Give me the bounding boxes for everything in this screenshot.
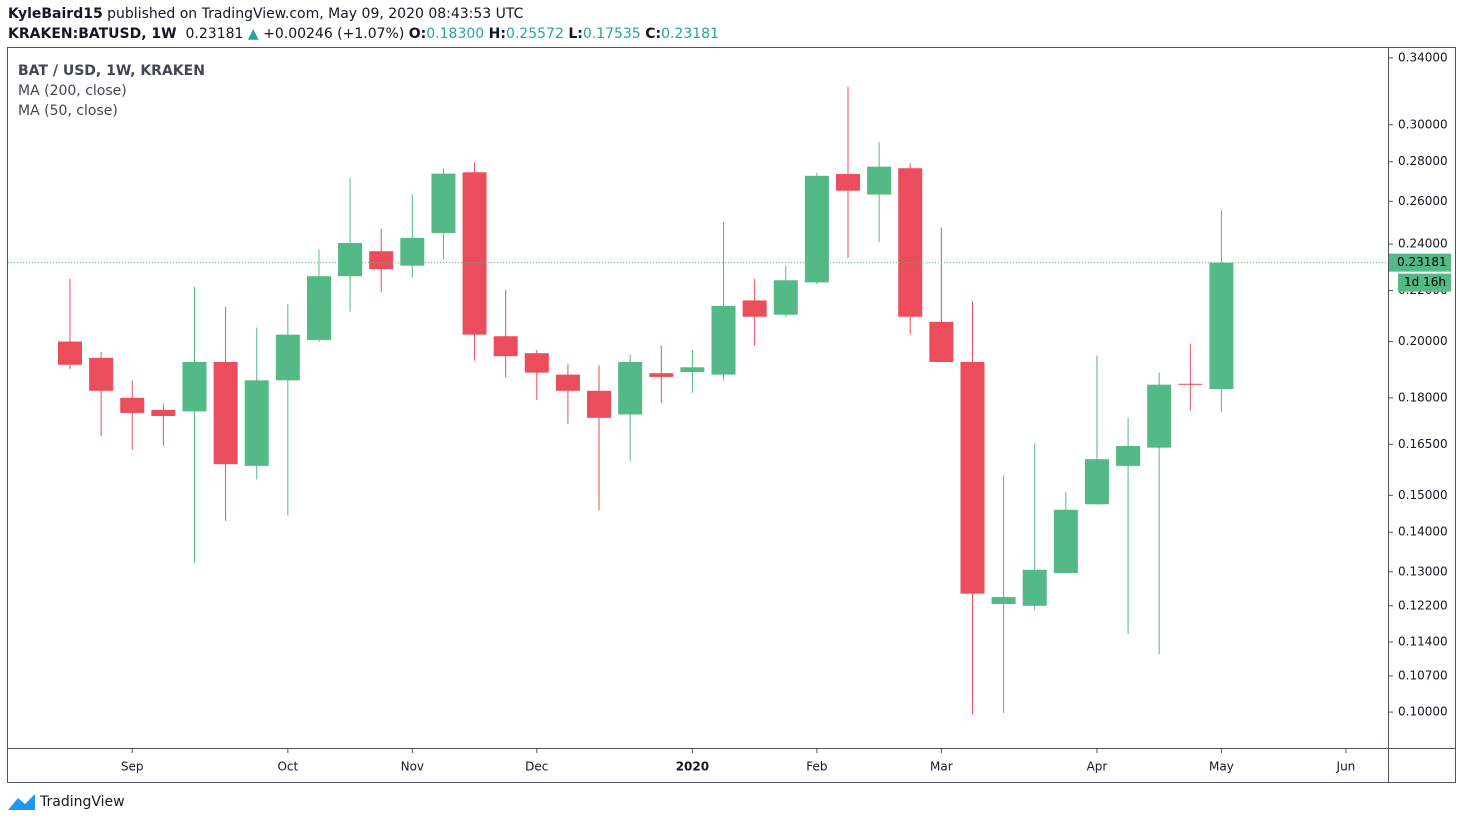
ohlc-label: C: xyxy=(645,26,662,42)
x-tick-label: Nov xyxy=(401,760,424,774)
y-tick-label: 0.34000 xyxy=(1398,50,1448,64)
x-tick-label: Sep xyxy=(121,760,144,774)
brand: TradingView xyxy=(39,794,125,810)
ohlc-value: 0.25572 xyxy=(505,26,564,42)
y-tick-label: 0.15000 xyxy=(1398,488,1448,502)
candle-body xyxy=(960,361,985,594)
candle-body xyxy=(898,168,923,317)
y-tick-label: 0.26000 xyxy=(1398,194,1448,208)
author: KyleBaird15 xyxy=(8,6,103,22)
ohlc-value: 0.23181 xyxy=(661,26,719,42)
ohlc-label: H: xyxy=(488,26,506,42)
change: +0.00246 (+1.07%) xyxy=(263,26,405,42)
logo xyxy=(8,794,35,810)
symbol: KRAKEN:BATUSD, 1W xyxy=(8,26,177,42)
x-tick-label: Dec xyxy=(525,760,548,774)
y-tick-label: 0.10700 xyxy=(1398,668,1448,682)
x-tick-label: 2020 xyxy=(676,760,709,774)
candle-body xyxy=(213,361,238,465)
legend-ma: MA (50, close) xyxy=(18,103,118,119)
published: published on TradingView.com, May 09, 20… xyxy=(107,6,524,22)
candle-body xyxy=(244,380,269,466)
candle-body xyxy=(836,174,860,191)
ohlc-value: 0.17535 xyxy=(582,26,641,42)
y-tick-label: 0.24000 xyxy=(1398,237,1448,251)
legend-title: BAT / USD, 1W, KRAKEN xyxy=(18,63,205,79)
y-tick-label: 0.11400 xyxy=(1398,635,1448,649)
y-tick-label: 0.16500 xyxy=(1398,437,1448,451)
candle-body xyxy=(773,280,798,315)
candle-body xyxy=(275,334,300,381)
x-tick-label: Oct xyxy=(277,760,298,774)
y-tick-label: 0.13000 xyxy=(1398,564,1448,578)
y-tick-label: 0.28000 xyxy=(1398,154,1448,168)
candle-body xyxy=(804,175,829,283)
candle-body xyxy=(120,397,145,413)
candle-body xyxy=(400,237,425,266)
candle-body xyxy=(369,251,394,270)
countdown-box xyxy=(1398,273,1451,292)
candle-body xyxy=(680,367,705,373)
up-arrow: ▲ xyxy=(247,26,259,42)
candle-body xyxy=(991,597,1016,605)
y-tick-label: 0.14000 xyxy=(1398,525,1448,539)
price: 0.23181 xyxy=(185,26,244,42)
candle-body xyxy=(867,166,892,195)
publish-line: KyleBaird15 published on TradingView.com… xyxy=(8,6,523,22)
candle-body xyxy=(58,341,82,365)
ohlc-label: O: xyxy=(408,26,427,42)
x-tick-label: Apr xyxy=(1087,760,1108,774)
candle-body xyxy=(1147,384,1172,448)
candle-body xyxy=(1209,262,1234,390)
ohlc-value: 0.18300 xyxy=(426,26,485,42)
candle-body xyxy=(306,276,331,340)
ohlc-label: L: xyxy=(568,26,583,42)
candle-body xyxy=(1022,569,1047,606)
y-tick-label: 0.12200 xyxy=(1398,598,1448,612)
candle-body xyxy=(1178,383,1203,385)
candle-body xyxy=(1084,459,1109,505)
y-tick-label: 0.10000 xyxy=(1398,705,1448,719)
candle-body xyxy=(338,242,363,277)
candle-body xyxy=(524,353,549,373)
candle-body xyxy=(1053,509,1078,574)
candle-body xyxy=(89,357,114,391)
candle-body xyxy=(462,172,487,335)
candle-body xyxy=(929,321,954,362)
candle-body xyxy=(431,173,456,234)
symbol-line: KRAKEN:BATUSD, 1W 0.23181 ▲ +0.00246 (+1… xyxy=(8,26,719,42)
candle-body xyxy=(182,361,207,412)
chart-frame xyxy=(7,47,1456,783)
candle-body xyxy=(649,373,674,377)
candle-body xyxy=(555,374,580,391)
last-price-box xyxy=(1389,253,1451,272)
x-tick-label: May xyxy=(1209,760,1234,774)
y-tick-label: 0.18000 xyxy=(1398,390,1448,404)
candle-body xyxy=(1116,446,1141,466)
y-tick-label: 0.30000 xyxy=(1398,117,1448,131)
candle-body xyxy=(711,305,736,375)
last-price-label: 0.23181 xyxy=(1397,255,1447,269)
x-tick-label: Feb xyxy=(806,760,827,774)
candle-body xyxy=(493,336,518,357)
x-tick-label: Jun xyxy=(1336,760,1356,774)
y-tick-label: 0.20000 xyxy=(1398,334,1448,348)
candle-body xyxy=(742,300,767,317)
countdown-label: 1d 16h xyxy=(1404,275,1446,289)
candle-body xyxy=(618,361,643,415)
candle-body xyxy=(151,409,176,416)
legend-ma: MA (200, close) xyxy=(18,83,127,99)
candle-body xyxy=(587,390,612,418)
x-tick-label: Mar xyxy=(930,760,953,774)
